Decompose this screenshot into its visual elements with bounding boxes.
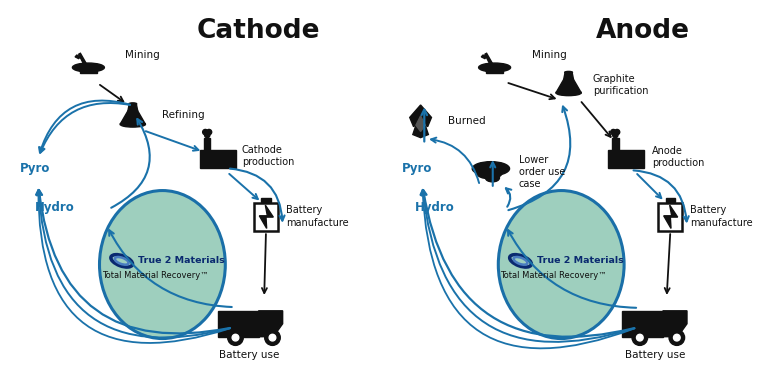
Polygon shape bbox=[663, 311, 687, 337]
FancyBboxPatch shape bbox=[254, 203, 278, 231]
Ellipse shape bbox=[498, 191, 624, 339]
Text: Cathode: Cathode bbox=[197, 18, 320, 44]
Polygon shape bbox=[482, 55, 487, 58]
Text: Hydro: Hydro bbox=[415, 201, 455, 214]
Ellipse shape bbox=[72, 63, 104, 72]
FancyBboxPatch shape bbox=[200, 150, 236, 168]
Text: Anode: Anode bbox=[596, 18, 690, 44]
Text: Total Material Recovery™: Total Material Recovery™ bbox=[101, 271, 208, 280]
Polygon shape bbox=[78, 53, 88, 68]
Polygon shape bbox=[259, 311, 283, 337]
Polygon shape bbox=[75, 55, 81, 58]
Text: Pyro: Pyro bbox=[402, 162, 432, 175]
Circle shape bbox=[611, 130, 616, 135]
Text: True 2 Materials: True 2 Materials bbox=[138, 256, 225, 265]
Circle shape bbox=[674, 334, 680, 341]
FancyBboxPatch shape bbox=[658, 203, 682, 231]
Ellipse shape bbox=[472, 162, 509, 176]
Ellipse shape bbox=[478, 63, 511, 72]
Polygon shape bbox=[120, 111, 145, 124]
Circle shape bbox=[614, 130, 620, 135]
Text: Battery use: Battery use bbox=[625, 350, 686, 360]
Circle shape bbox=[204, 132, 210, 138]
Circle shape bbox=[637, 334, 643, 341]
Text: Total Material Recovery™: Total Material Recovery™ bbox=[501, 271, 607, 280]
Text: Burned: Burned bbox=[449, 116, 486, 127]
Polygon shape bbox=[128, 104, 137, 111]
Text: Mining: Mining bbox=[531, 50, 566, 61]
FancyBboxPatch shape bbox=[218, 311, 259, 337]
Polygon shape bbox=[416, 116, 425, 131]
Text: Mining: Mining bbox=[125, 50, 161, 61]
FancyBboxPatch shape bbox=[608, 150, 644, 168]
Circle shape bbox=[232, 334, 239, 341]
Circle shape bbox=[269, 334, 276, 341]
Circle shape bbox=[669, 330, 684, 346]
Text: Cathode
production: Cathode production bbox=[242, 145, 294, 167]
Text: Battery use: Battery use bbox=[219, 350, 280, 360]
Text: Battery
manufacture: Battery manufacture bbox=[690, 205, 753, 228]
FancyBboxPatch shape bbox=[80, 67, 98, 73]
Ellipse shape bbox=[120, 121, 145, 127]
Text: Battery
manufacture: Battery manufacture bbox=[286, 205, 349, 228]
Polygon shape bbox=[664, 205, 677, 228]
Text: Pyro: Pyro bbox=[20, 162, 51, 175]
Text: Lower
order use
case: Lower order use case bbox=[518, 155, 565, 189]
Ellipse shape bbox=[100, 191, 225, 339]
FancyBboxPatch shape bbox=[612, 138, 618, 150]
Ellipse shape bbox=[129, 103, 137, 105]
Ellipse shape bbox=[556, 90, 581, 96]
Polygon shape bbox=[409, 105, 432, 138]
Circle shape bbox=[227, 330, 243, 346]
Polygon shape bbox=[485, 53, 494, 68]
Polygon shape bbox=[556, 80, 581, 93]
Circle shape bbox=[265, 330, 280, 346]
FancyBboxPatch shape bbox=[622, 311, 663, 337]
FancyBboxPatch shape bbox=[261, 198, 270, 202]
Text: Anode
production: Anode production bbox=[652, 146, 704, 168]
Circle shape bbox=[613, 132, 618, 138]
Polygon shape bbox=[260, 205, 273, 228]
Ellipse shape bbox=[564, 71, 572, 74]
Polygon shape bbox=[564, 73, 574, 80]
FancyBboxPatch shape bbox=[204, 138, 210, 150]
Text: Graphite
purification: Graphite purification bbox=[593, 74, 648, 96]
Text: True 2 Materials: True 2 Materials bbox=[537, 256, 624, 265]
Circle shape bbox=[203, 130, 208, 135]
Ellipse shape bbox=[477, 168, 502, 179]
FancyBboxPatch shape bbox=[485, 67, 504, 73]
Text: Refining: Refining bbox=[162, 110, 205, 120]
Text: Hydro: Hydro bbox=[35, 201, 74, 214]
Ellipse shape bbox=[485, 174, 499, 182]
Circle shape bbox=[207, 130, 212, 135]
Circle shape bbox=[632, 330, 647, 346]
FancyBboxPatch shape bbox=[666, 198, 675, 202]
